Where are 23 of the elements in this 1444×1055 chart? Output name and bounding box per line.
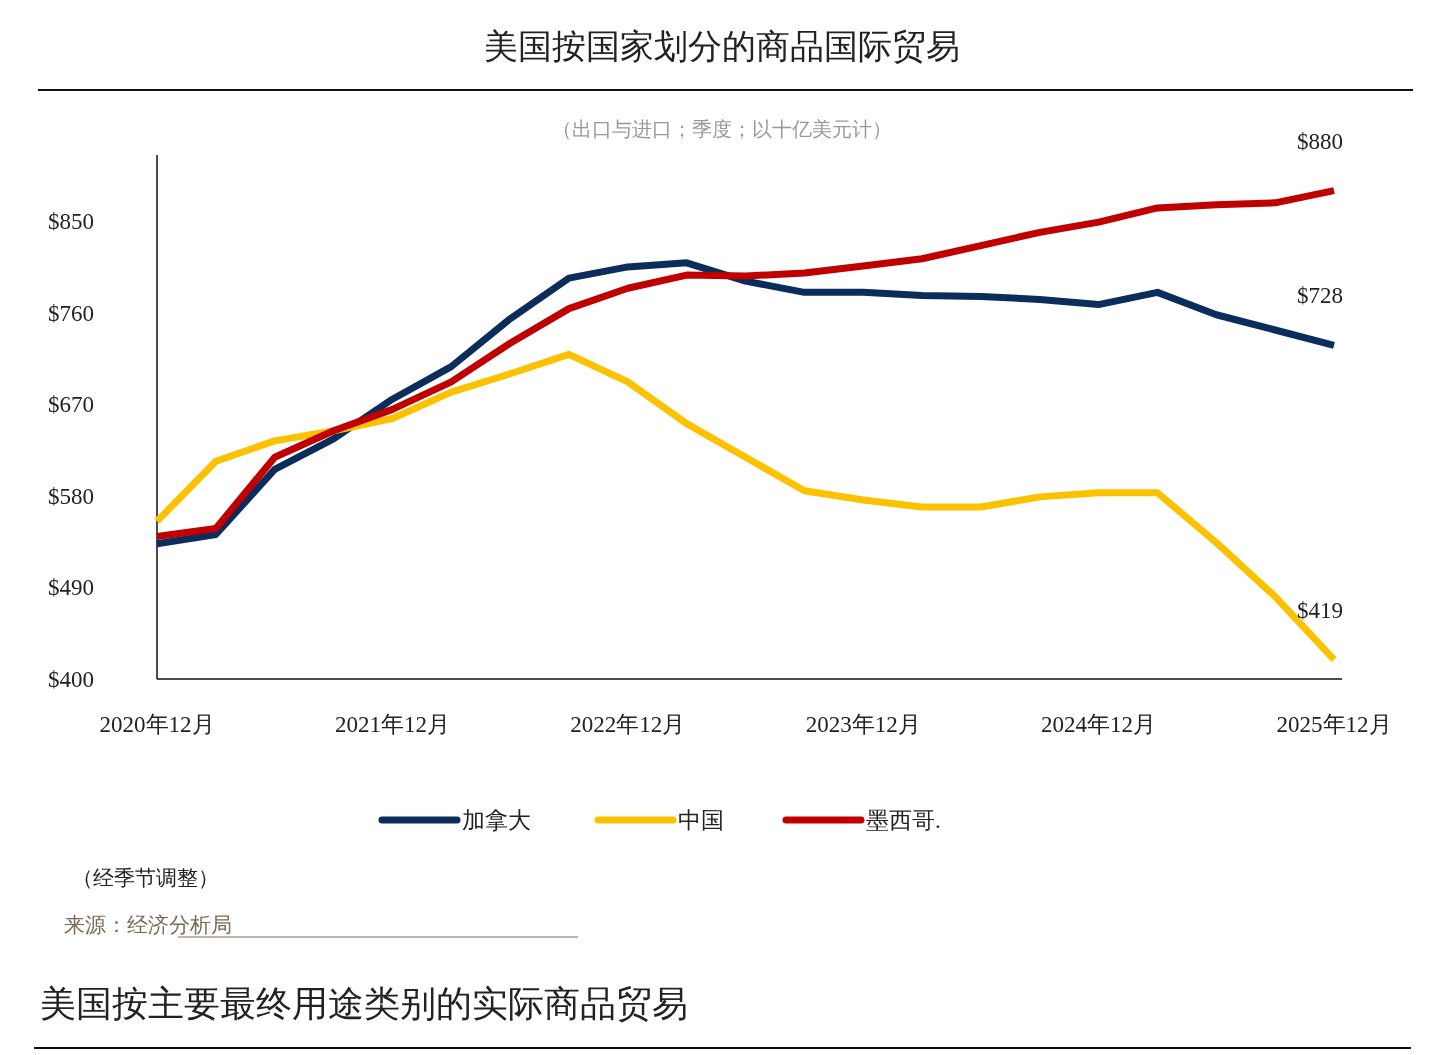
y-tick-label: $400 [48,667,94,693]
legend-label: 中国 [678,808,724,834]
source-note: 来源：经济分析局 [64,913,232,937]
y-tick-label: $670 [48,392,94,418]
legend-label: 加拿大 [462,808,531,834]
chart-subtitle: （出口与进口；季度；以十亿美元计） [552,118,892,140]
annotation: $728 [1297,283,1343,309]
y-tick-label: $580 [48,483,94,509]
annotation: $419 [1297,597,1343,623]
x-tick-label: 2023年12月 [805,712,921,737]
annotation: $880 [1297,128,1343,154]
legend-label: 墨西哥. [866,808,941,834]
x-tick-label: 2024年12月 [1041,712,1157,737]
y-tick-label: $490 [48,575,94,601]
x-tick-label: 2021年12月 [334,712,450,737]
text: 美国按主要最终用途类别的实际商品贸易 [40,984,688,1024]
x-tick-label: 2020年12月 [99,712,215,737]
y-tick-label: $760 [48,300,94,326]
y-tick-label: $850 [48,209,94,235]
x-tick-label: 2025年12月 [1276,712,1392,737]
chart-title: 美国按国家划分的商品国际贸易 [484,28,960,65]
text: （经季节调整） [72,866,219,890]
x-tick-label: 2022年12月 [570,712,686,737]
